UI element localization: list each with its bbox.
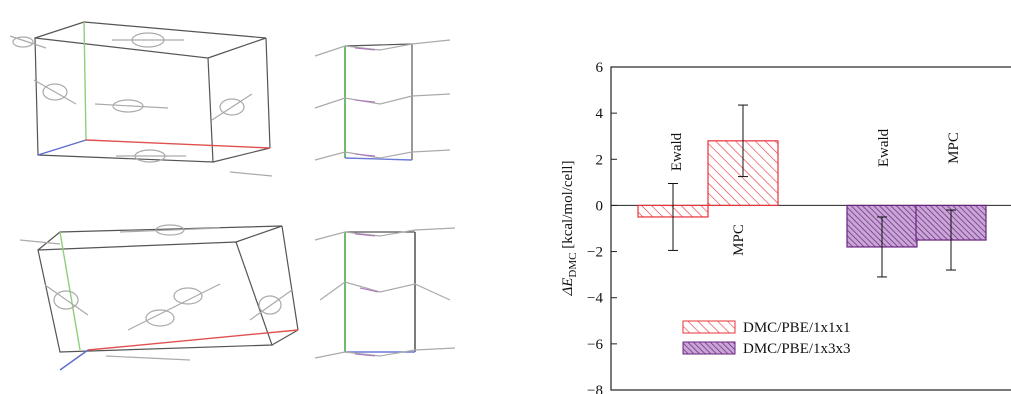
y-tick-label: 6 [596,60,604,76]
energy-bar-chart: 6 4 2 0 −2 −4 −6 −8 Ewald MPC Ewald MPC ΔEDMC [kca… [560,60,1011,394]
y-tick-label: −6 [587,337,603,353]
bar-label: MPC [946,132,962,164]
y-tick-label: 4 [596,106,604,122]
y-tick-label: −4 [587,291,603,307]
crystal-structure-bottom-left [19,224,299,371]
crystal-structure-top-right [314,39,451,161]
bar-label: Ewald [876,128,892,167]
y-axis-label: ΔEDMC [kcal/mol/cell] [560,160,579,296]
y-axis-ticks: 6 4 2 0 −2 −4 −6 −8 [587,60,617,394]
y-tick-label: −2 [587,245,603,261]
legend-label-1x1x1: DMC/PBE/1x1x1 [743,320,851,336]
bar-label: Ewald [669,132,685,171]
error-bars [668,104,956,278]
bars [637,140,987,248]
y-tick-label: 0 [596,198,604,214]
legend-swatch-1x1x1 [682,320,736,334]
crystal-structure-top-left [9,21,273,177]
crystal-structure-bottom-right [314,227,456,359]
legend-swatch-1x3x3 [682,341,736,355]
y-tick-label: −8 [587,383,603,394]
y-tick-label: 2 [596,152,604,168]
bar-labels: Ewald MPC Ewald MPC [669,128,962,256]
legend: DMC/PBE/1x1x1 DMC/PBE/1x3x3 [682,320,851,357]
plot-frame [610,66,1011,391]
legend-label-1x3x3: DMC/PBE/1x3x3 [743,341,851,357]
bar-label: MPC [731,224,747,256]
